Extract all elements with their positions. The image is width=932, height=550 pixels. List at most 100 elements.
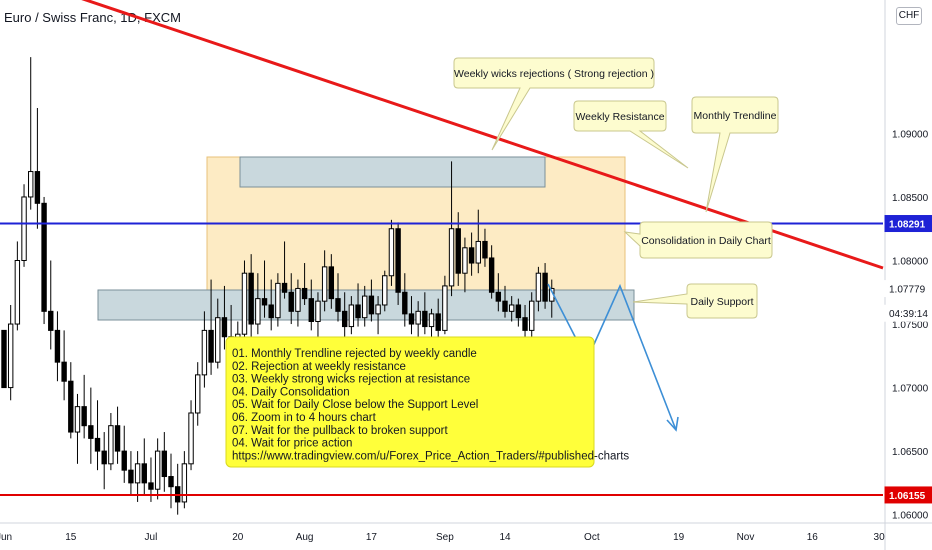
candle xyxy=(121,450,127,471)
projection-arrowhead xyxy=(666,416,679,432)
x-tick-label: 19 xyxy=(673,532,685,543)
projection-path xyxy=(547,283,677,431)
candle xyxy=(94,437,101,452)
monthly-trendline-bubble xyxy=(691,96,779,213)
candle xyxy=(21,196,27,261)
trade-plan-line: 03. Weekly strong wicks rejection at res… xyxy=(232,374,470,386)
candle xyxy=(68,380,74,433)
price-tag-label: 1.07779 xyxy=(889,285,926,296)
candle xyxy=(241,272,248,335)
candle xyxy=(502,300,508,312)
candle xyxy=(482,240,488,259)
candle xyxy=(522,317,528,331)
price-tag xyxy=(884,304,932,322)
price-tag-label: 1.08291 xyxy=(889,220,926,231)
candle xyxy=(248,272,254,325)
candle xyxy=(455,228,461,274)
candle xyxy=(375,304,381,315)
candle xyxy=(442,285,448,331)
candle xyxy=(181,463,188,503)
candle xyxy=(488,257,495,293)
candle xyxy=(255,298,261,325)
candle xyxy=(34,171,41,204)
candle xyxy=(535,272,542,302)
x-tick-label: 14 xyxy=(499,532,511,543)
candle xyxy=(195,374,201,414)
y-tick-label: 1.09000 xyxy=(892,129,929,140)
candle xyxy=(388,228,395,277)
weekly-resistance-bubble xyxy=(573,100,689,169)
price-tag-label: 1.06155 xyxy=(889,491,926,502)
trade-plan-line: 07. Wait for the pullback to broken supp… xyxy=(232,425,448,437)
candle xyxy=(328,266,335,300)
candle xyxy=(201,329,208,376)
candle xyxy=(54,329,61,363)
candle xyxy=(508,304,515,312)
x-tick-label: 15 xyxy=(65,532,77,543)
x-tick-label: Jun xyxy=(0,532,12,543)
candle xyxy=(462,247,468,274)
candle xyxy=(275,282,281,319)
candle xyxy=(48,310,54,331)
candle xyxy=(81,406,87,427)
price-tag xyxy=(884,486,932,504)
candle xyxy=(14,260,21,325)
weekly-wicks-label: Weekly wicks rejections ( Strong rejecti… xyxy=(454,68,654,80)
trade-plan-line: 04. Wait for price action xyxy=(232,438,352,450)
candle xyxy=(362,295,368,319)
candle xyxy=(221,317,228,338)
candle xyxy=(315,300,321,322)
y-tick-label: 1.07000 xyxy=(892,384,929,395)
candle xyxy=(41,202,47,312)
x-tick-label: Sep xyxy=(436,532,454,543)
trade-plan-line: 04. Daily Consolidation xyxy=(232,386,350,398)
candle xyxy=(281,282,288,293)
candle xyxy=(61,361,67,382)
candle xyxy=(161,450,168,478)
candle xyxy=(208,329,214,363)
candle xyxy=(402,291,408,315)
y-tick-label: 1.08000 xyxy=(892,257,929,268)
candle xyxy=(408,313,415,325)
candle xyxy=(168,476,174,488)
candle xyxy=(101,450,107,465)
daily-support-label: Daily Support xyxy=(690,296,753,308)
candle xyxy=(7,323,14,389)
x-tick-label: 16 xyxy=(807,532,819,543)
x-tick-label: Aug xyxy=(296,532,314,543)
candle xyxy=(128,469,134,484)
x-tick-label: 20 xyxy=(232,532,244,543)
candle xyxy=(422,310,428,328)
price-tag-label: 04:39:14 xyxy=(889,309,928,320)
consolidation-label: Consolidation in Daily Chart xyxy=(641,235,771,247)
resistance-zone xyxy=(239,156,546,188)
candle xyxy=(295,287,301,312)
weekly-wicks-bubble xyxy=(453,57,655,151)
candle xyxy=(515,304,522,319)
candle xyxy=(529,300,535,331)
candle xyxy=(141,463,147,484)
candle xyxy=(88,425,94,439)
trade-plan-note xyxy=(225,336,595,468)
candle xyxy=(348,304,355,328)
candle xyxy=(134,463,141,484)
candle xyxy=(28,171,34,198)
candle xyxy=(435,313,441,331)
candle xyxy=(341,310,348,328)
x-tick-label: Nov xyxy=(737,532,755,543)
candle xyxy=(114,425,121,452)
candle xyxy=(368,295,375,315)
candle xyxy=(355,304,361,319)
candle xyxy=(154,450,161,490)
trade-plan-line: 02. Rejection at weekly resistance xyxy=(232,361,406,373)
currency-button[interactable]: CHF xyxy=(896,7,922,25)
y-tick-label: 1.07500 xyxy=(892,320,929,331)
trade-plan-line: 05. Wait for Daily Close below the Suppo… xyxy=(232,399,478,411)
trade-plan-line: 01. Monthly Trendline rejected by weekly… xyxy=(232,348,477,360)
x-tick-label: Oct xyxy=(584,532,600,543)
candle xyxy=(1,329,7,389)
candle xyxy=(335,298,341,312)
x-tick-label: 30 xyxy=(874,532,886,543)
candle xyxy=(308,298,314,322)
